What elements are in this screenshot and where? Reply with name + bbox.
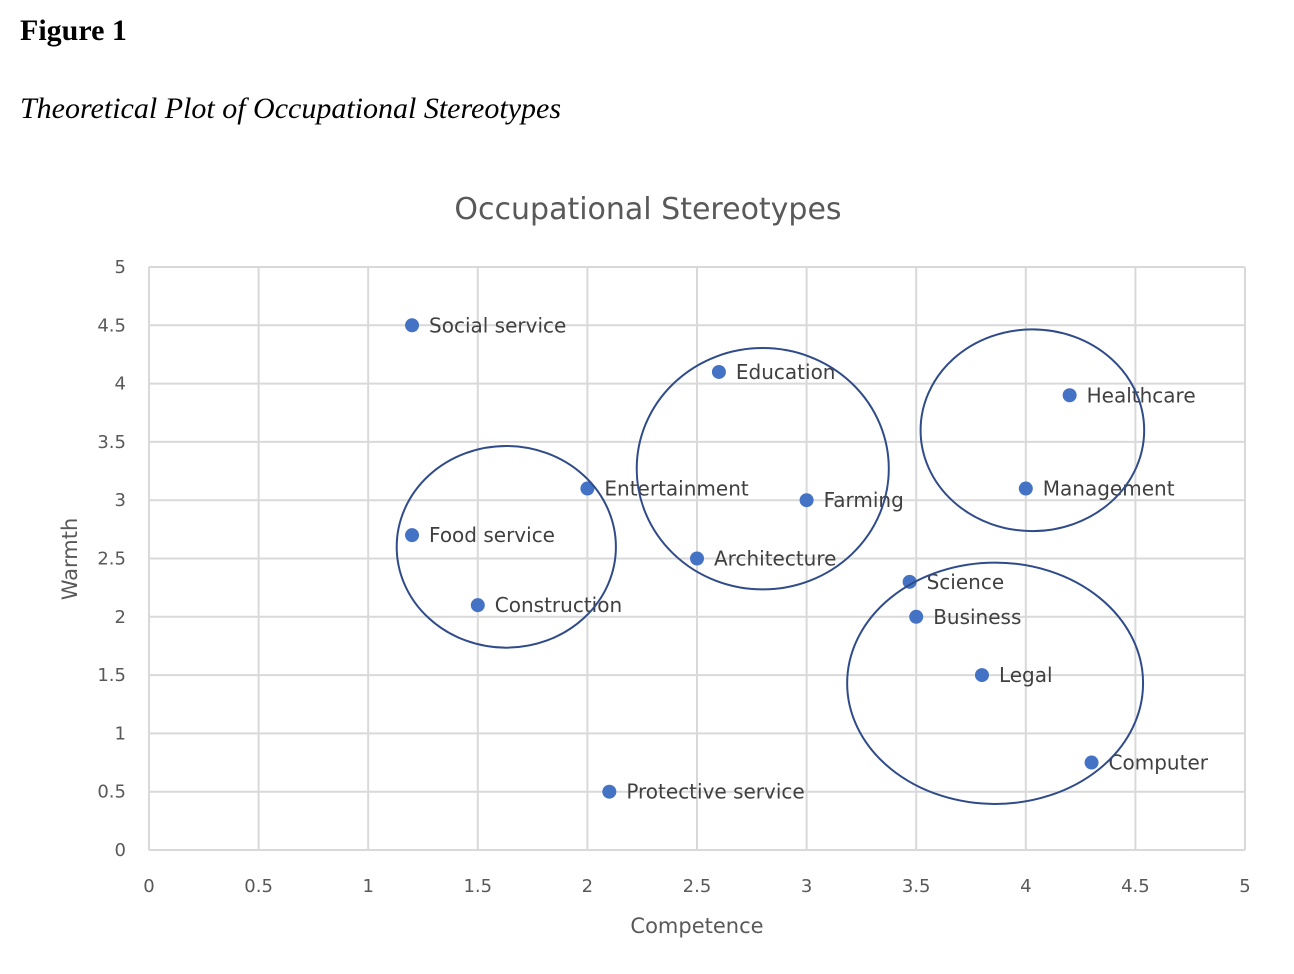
data-label: Management bbox=[1043, 477, 1175, 501]
y-tick-label: 2 bbox=[115, 607, 126, 628]
data-point bbox=[1062, 388, 1077, 403]
y-tick-label: 3.5 bbox=[97, 432, 126, 453]
y-tick-label: 0.5 bbox=[97, 782, 126, 803]
cluster-ellipse bbox=[846, 561, 1145, 805]
x-axis-title: Competence bbox=[630, 914, 763, 938]
x-tick-label: 3 bbox=[801, 876, 812, 897]
x-axis-ticks: 0 0.5 1 1.5 2 2.5 3 3.5 4 4.5 5 bbox=[143, 876, 1250, 897]
data-point bbox=[909, 609, 924, 624]
data-point bbox=[974, 668, 989, 683]
y-axis-title: Warmth bbox=[58, 518, 82, 601]
data-label: Computer bbox=[1109, 751, 1209, 775]
y-tick-label: 0 bbox=[115, 840, 126, 861]
x-tick-label: 1.5 bbox=[463, 876, 492, 897]
x-tick-label: 4.5 bbox=[1121, 876, 1150, 897]
chart-grid bbox=[148, 266, 1246, 851]
data-label: Food service bbox=[429, 523, 555, 547]
data-label: Social service bbox=[429, 313, 566, 337]
data-point bbox=[470, 598, 485, 613]
x-tick-label: 5 bbox=[1239, 876, 1250, 897]
data-label: Legal bbox=[999, 663, 1053, 687]
cluster-ellipse bbox=[635, 347, 890, 591]
data-label: Entertainment bbox=[604, 477, 748, 501]
x-tick-label: 2.5 bbox=[683, 876, 712, 897]
figure-label: Figure 1 bbox=[20, 14, 127, 47]
data-point bbox=[602, 784, 617, 799]
data-label: Farming bbox=[824, 488, 904, 512]
y-tick-label: 1 bbox=[115, 723, 126, 744]
data-point bbox=[902, 574, 917, 589]
y-tick-label: 3 bbox=[115, 490, 126, 511]
cluster-ellipse bbox=[919, 328, 1146, 533]
data-point bbox=[405, 528, 420, 543]
data-point bbox=[1084, 755, 1099, 770]
data-label: Architecture bbox=[714, 547, 836, 571]
data-point bbox=[405, 318, 420, 333]
data-point bbox=[711, 364, 726, 379]
data-label: Education bbox=[736, 360, 836, 384]
data-label: Business bbox=[933, 605, 1021, 629]
y-tick-label: 4.5 bbox=[97, 315, 126, 336]
data-point bbox=[1018, 481, 1033, 496]
x-tick-label: 3.5 bbox=[902, 876, 931, 897]
data-label: Protective service bbox=[626, 780, 804, 804]
data-label: Construction bbox=[495, 593, 622, 617]
y-tick-label: 4 bbox=[115, 374, 126, 395]
data-label: Science bbox=[927, 570, 1005, 594]
x-tick-label: 2 bbox=[582, 876, 593, 897]
cluster-ellipses bbox=[395, 328, 1146, 805]
x-tick-label: 0.5 bbox=[244, 876, 273, 897]
y-axis-ticks: 0 0.5 1 1.5 2 2.5 3 3.5 4 4.5 5 bbox=[97, 257, 126, 861]
figure-caption: Theoretical Plot of Occupational Stereot… bbox=[20, 92, 561, 125]
y-tick-label: 5 bbox=[115, 257, 126, 278]
cluster-ellipse bbox=[395, 444, 617, 649]
x-tick-label: 4 bbox=[1020, 876, 1031, 897]
chart-title: Occupational Stereotypes bbox=[454, 192, 841, 227]
data-point bbox=[580, 481, 595, 496]
data-point bbox=[690, 551, 704, 566]
y-tick-label: 2.5 bbox=[97, 549, 126, 570]
x-tick-label: 0 bbox=[143, 876, 154, 897]
data-point bbox=[799, 493, 814, 508]
x-tick-label: 1 bbox=[362, 876, 373, 897]
y-tick-label: 1.5 bbox=[97, 665, 126, 686]
